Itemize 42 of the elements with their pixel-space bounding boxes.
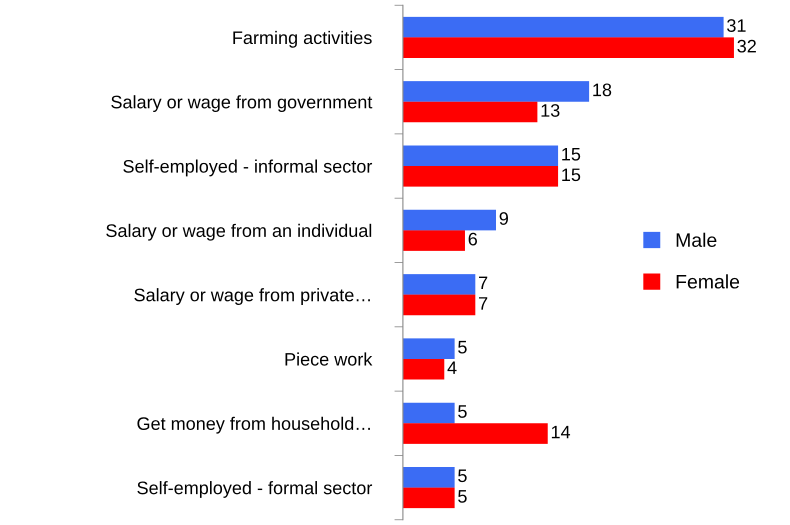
y-tick-label: Salary or wage from private…: [134, 288, 370, 305]
data-label: 15: [562, 148, 580, 161]
data-label: 5: [458, 470, 467, 482]
data-label: 15: [562, 168, 580, 182]
y-tick-label: Salary or wage from government: [111, 95, 372, 112]
legend-label: Male: [676, 232, 716, 247]
bar: [402, 402, 455, 424]
bar: [402, 166, 558, 187]
data-label: 7: [479, 297, 488, 310]
data-label: 18: [593, 83, 612, 96]
data-label: 9: [500, 212, 508, 225]
bar: [402, 467, 455, 488]
y-tick-label: Self-employed - informal sector: [123, 159, 372, 176]
y-tick-label: Self-employed - formal sector: [137, 481, 372, 498]
bar: [402, 338, 455, 359]
bar: [402, 294, 476, 316]
data-label: 13: [542, 104, 560, 117]
legend-label: Female: [676, 274, 740, 289]
data-label: 14: [552, 426, 570, 438]
bar: [402, 358, 444, 380]
bar: [402, 488, 455, 508]
data-label: 6: [468, 232, 477, 246]
data-label: 5: [458, 340, 467, 354]
bar: [402, 423, 548, 444]
data-label: 4: [447, 362, 457, 374]
bar: [402, 230, 465, 251]
y-tick-label: Get money from household…: [137, 416, 370, 434]
bar: [402, 16, 724, 38]
data-label: 5: [458, 490, 467, 503]
data-label: 31: [727, 19, 746, 32]
y-tick-label: Piece work: [286, 352, 372, 366]
bar: [402, 102, 538, 122]
bar: [402, 210, 496, 230]
bar: [402, 274, 476, 295]
data-label: 7: [479, 276, 488, 290]
bar: [402, 81, 590, 102]
data-label: 5: [458, 405, 467, 418]
bar: [402, 37, 734, 58]
bar: [402, 145, 558, 166]
data-label: 32: [737, 40, 756, 53]
y-tick-label: Salary or wage from an individual: [106, 224, 372, 241]
y-tick-label: Farming activities: [233, 30, 372, 48]
